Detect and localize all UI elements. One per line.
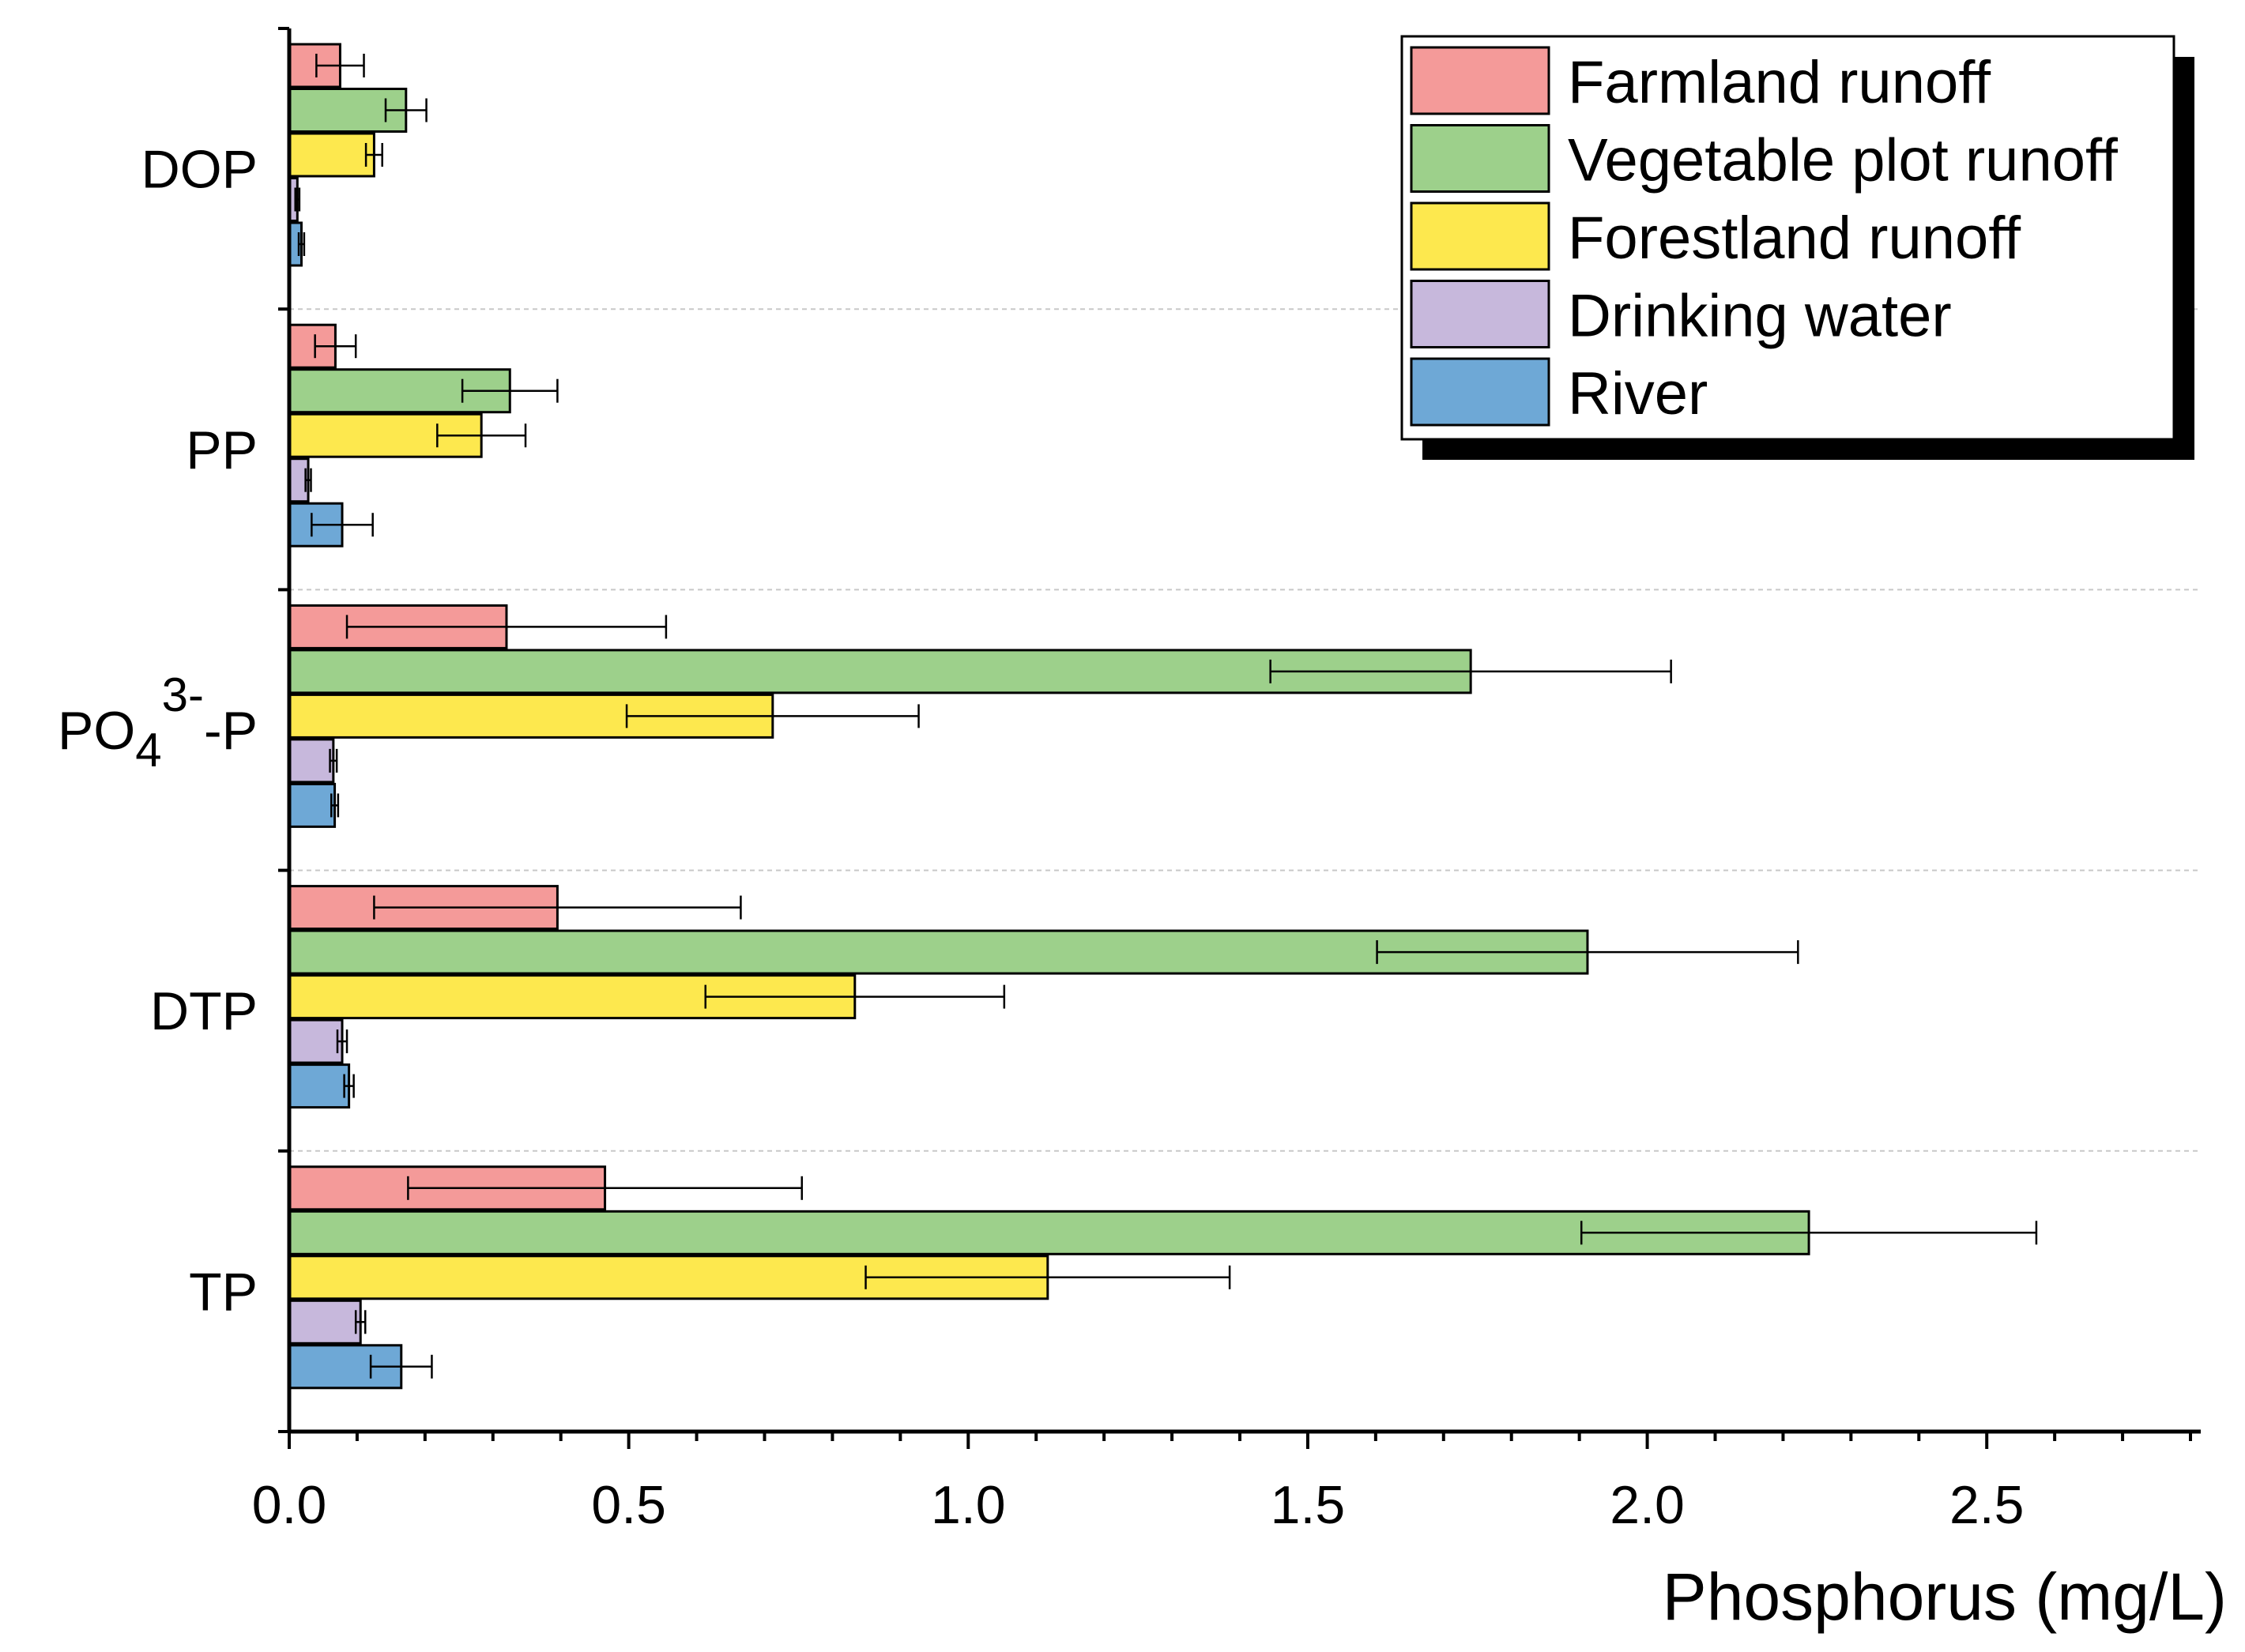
x-tick-label: 2.5 [1949,1475,2025,1535]
legend-swatch [1410,124,1550,193]
x-tick-label: 1.5 [1271,1475,1346,1535]
category-label: PP [186,420,258,480]
bar-marks [288,43,2038,1390]
category-label: DOP [141,140,258,200]
bar [288,929,1589,975]
category-label: PO43--P [58,668,258,777]
x-axis-title: Phosphorus (mg/L) [1663,1560,2227,1634]
legend-label: Forestland runoff [1568,205,2021,272]
legend-label: Farmland runoff [1568,49,1991,116]
bar [288,132,375,178]
bar [288,1063,351,1109]
legend-label: Drinking water [1568,283,1952,350]
legend: Farmland runoff Vegetable plot runoff Fore… [1400,35,2194,460]
x-tick-label: 0.5 [591,1475,666,1535]
legend-items: Farmland runoff Vegetable plot runoff Fore… [1410,46,2119,427]
legend-label: River [1568,360,1708,427]
category-labels: DOP PP PO43--P DTP TP [58,27,289,1433]
legend-swatch [1410,201,1550,271]
x-tick-label: 0.0 [252,1475,327,1535]
x-axis-ticks: 0.0 0.5 1.0 1.5 2.0 2.5 [252,1432,2192,1535]
legend-swatch [1410,280,1550,348]
bar [288,1299,362,1345]
legend-swatch [1410,357,1550,427]
legend-swatch [1410,46,1550,115]
x-tick-label: 1.0 [931,1475,1006,1535]
category-label: TP [189,1262,258,1322]
legend-label: Vegetable plot runoff [1568,127,2119,194]
x-tick-label: 2.0 [1610,1475,1685,1535]
bar [288,738,335,784]
axes [287,28,2201,1434]
category-label: DTP [150,981,258,1041]
bar [288,782,337,828]
bar [288,1018,344,1064]
